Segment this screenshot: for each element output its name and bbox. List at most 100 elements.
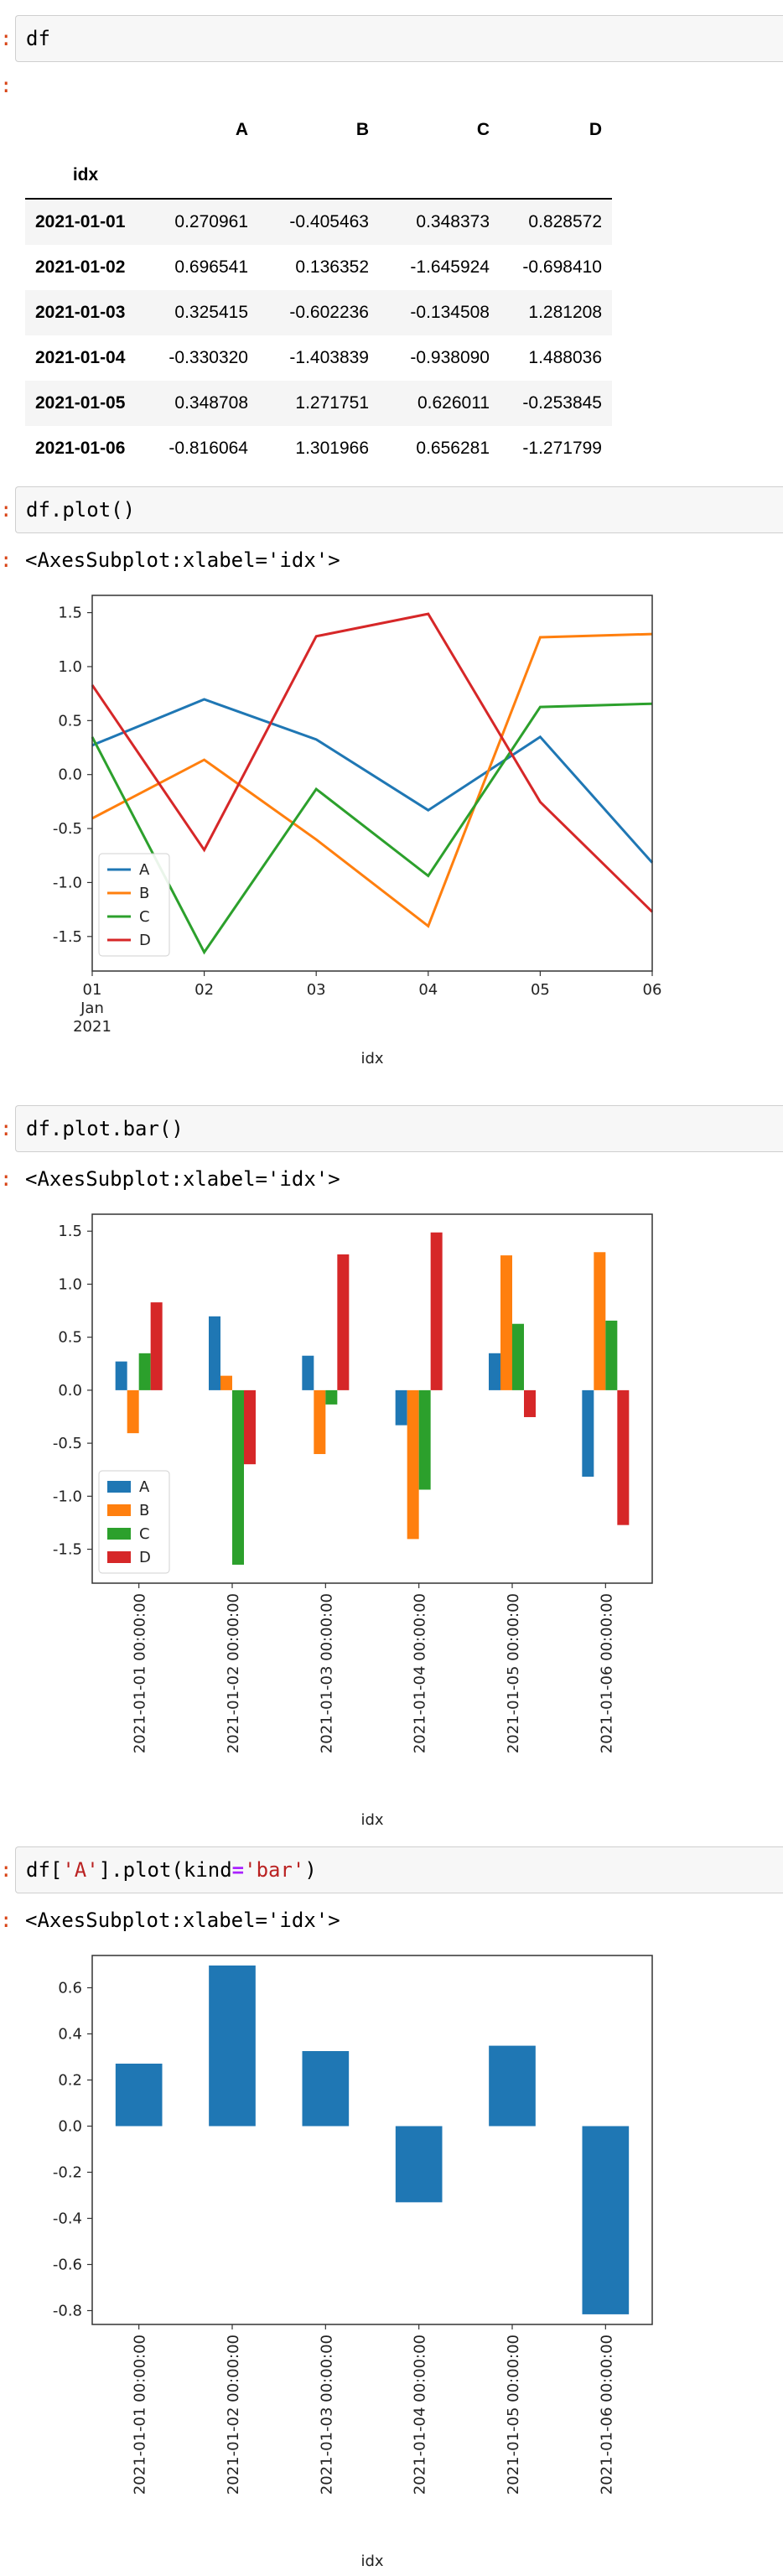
table-cell: -0.134508 bbox=[410, 303, 490, 322]
y-tick-label: -0.5 bbox=[53, 820, 82, 838]
index-name-row: idx bbox=[25, 153, 612, 200]
output-prompt: : bbox=[0, 1167, 13, 1191]
series-line-c bbox=[91, 702, 653, 955]
legend-label: A bbox=[139, 861, 150, 879]
x-tick-label: 2021-01-04 00:00:00 bbox=[412, 1593, 429, 1753]
bar-a bbox=[115, 1361, 127, 1390]
code-part: df[ bbox=[26, 1858, 63, 1882]
legend-box bbox=[98, 1470, 170, 1574]
x-tick-label: 06 bbox=[643, 981, 662, 999]
bar-b bbox=[500, 1255, 512, 1390]
x-tick-label: 2021-01-06 00:00:00 bbox=[598, 2334, 615, 2495]
table-cell: -0.938090 bbox=[410, 348, 490, 367]
legend-label: B bbox=[139, 1502, 149, 1519]
line-chart: 1.5 1.0 0.5 0.0 -0.5 -1.0 -1.5 01 02 03 04 05 06 Jan2… bbox=[53, 595, 662, 1067]
output-prompt: : bbox=[0, 1909, 13, 1932]
x-tick-label: 2021-01-02 00:00:00 bbox=[225, 2334, 242, 2495]
bar-a bbox=[489, 1353, 500, 1390]
y-tick-label: 0.4 bbox=[58, 2026, 82, 2044]
bar-a bbox=[302, 1355, 314, 1390]
bar-d bbox=[430, 1232, 443, 1390]
legend-swatch bbox=[107, 1528, 131, 1540]
bar-b bbox=[594, 1252, 606, 1390]
x-tick-label: 2021-01-02 00:00:00 bbox=[225, 1593, 242, 1753]
y-tick-label: 0.5 bbox=[58, 712, 82, 730]
table-cell: 0.270961 bbox=[174, 212, 248, 231]
bar-a bbox=[395, 1389, 407, 1426]
x-axis-label: idx bbox=[360, 2553, 383, 2570]
table-cell: -1.271799 bbox=[522, 439, 602, 458]
y-tick-label: -0.8 bbox=[53, 2303, 82, 2320]
table-cell: -0.253845 bbox=[522, 393, 602, 413]
bar-a bbox=[395, 2126, 443, 2203]
legend-label: C bbox=[139, 1525, 150, 1543]
table-cell: 0.325415 bbox=[174, 303, 248, 322]
x-tick-label: 03 bbox=[307, 981, 326, 999]
x-tick-sublabel: Jan bbox=[80, 1000, 104, 1017]
row-index: 2021-01-04 bbox=[35, 348, 126, 367]
legend-label: A bbox=[139, 1478, 150, 1496]
table-cell: -1.645924 bbox=[410, 257, 490, 277]
x-tick-label: 04 bbox=[418, 981, 438, 999]
bar-a bbox=[209, 1965, 256, 2127]
code-input[interactable]: df['A'].plot(kind='bar') bbox=[15, 1846, 783, 1893]
bar-c bbox=[325, 1389, 338, 1405]
legend-label: D bbox=[139, 1549, 151, 1566]
y-tick-label: -1.5 bbox=[53, 928, 82, 946]
x-tick-label: 01 bbox=[83, 981, 102, 999]
bar-b bbox=[407, 1389, 419, 1540]
output-repr: <AxesSubplot:xlabel='idx'> bbox=[25, 1909, 340, 1932]
input-prompt: : bbox=[0, 1858, 13, 1882]
row-index: 2021-01-06 bbox=[35, 439, 126, 458]
legend-swatch bbox=[107, 1481, 131, 1493]
y-tick-label: 1.5 bbox=[58, 1223, 82, 1240]
series-line-a bbox=[91, 698, 654, 864]
output-prompt: : bbox=[0, 548, 13, 572]
code-string: 'A' bbox=[62, 1858, 99, 1882]
table-cell: 1.271751 bbox=[295, 393, 369, 413]
table-cell: -0.698410 bbox=[522, 257, 602, 277]
x-axis-label: idx bbox=[360, 1050, 383, 1067]
bar-c bbox=[138, 1353, 151, 1390]
code-input[interactable]: df.plot() bbox=[15, 486, 783, 533]
index-name: idx bbox=[25, 153, 146, 200]
code-input[interactable]: df bbox=[15, 15, 783, 62]
table-cell: 0.828572 bbox=[528, 212, 602, 231]
column-header: D bbox=[589, 120, 602, 139]
x-axis-label: idx bbox=[360, 1811, 383, 1829]
row-index: 2021-01-03 bbox=[35, 303, 126, 322]
y-tick-label: -0.5 bbox=[53, 1435, 82, 1452]
column-header: B bbox=[355, 120, 369, 139]
bar-b bbox=[127, 1389, 139, 1434]
table-row: 2021-01-06 -0.816064 1.301966 0.656281 -1.27… bbox=[25, 426, 612, 471]
table-row: 2021-01-03 0.325415 -0.602236 -0.134508 1.28… bbox=[25, 290, 612, 335]
grouped-bar-chart: 1.5 1.0 0.5 0.0 -0.5 -1.0 -1.5 2021-01-01 00:00… bbox=[53, 1213, 653, 1829]
row-index: 2021-01-01 bbox=[35, 212, 126, 231]
table-cell: 0.348708 bbox=[174, 393, 248, 413]
bar-d bbox=[524, 1389, 536, 1417]
y-tick-label: 1.0 bbox=[58, 658, 82, 676]
bar-a bbox=[582, 1389, 594, 1478]
table-cell: 0.626011 bbox=[417, 393, 490, 413]
dataframe-table: A B C D idx 2021-01-01 0.270961 -0.405463 0… bbox=[25, 107, 612, 471]
table-row: 2021-01-04 -0.330320 -1.403839 -0.938090 1.4… bbox=[25, 335, 612, 381]
series-line-b bbox=[91, 632, 653, 928]
bar-a bbox=[209, 1316, 220, 1390]
y-tick-label: 0.5 bbox=[58, 1329, 82, 1347]
input-prompt: : bbox=[0, 27, 13, 50]
table-row: 2021-01-05 0.348708 1.271751 0.626011 -0.253… bbox=[25, 381, 612, 426]
y-tick-label: 0.2 bbox=[58, 2072, 82, 2090]
column-header: C bbox=[476, 120, 490, 139]
y-tick-label: 0.6 bbox=[58, 1980, 82, 1997]
x-tick-label: 2021-01-01 00:00:00 bbox=[132, 1593, 149, 1753]
bar-c bbox=[232, 1389, 244, 1565]
code-input[interactable]: df.plot.bar() bbox=[15, 1105, 783, 1152]
x-tick-label: 2021-01-04 00:00:00 bbox=[412, 2334, 429, 2495]
column-header: A bbox=[235, 120, 248, 139]
x-tick-sublabel: 2021 bbox=[73, 1018, 111, 1036]
bar-d bbox=[150, 1302, 163, 1390]
code-text: df.plot.bar() bbox=[26, 1117, 184, 1140]
output-repr: <AxesSubplot:xlabel='idx'> bbox=[25, 548, 340, 572]
y-tick-label: 0.0 bbox=[58, 766, 82, 784]
y-tick-label: 0.0 bbox=[58, 2118, 82, 2136]
